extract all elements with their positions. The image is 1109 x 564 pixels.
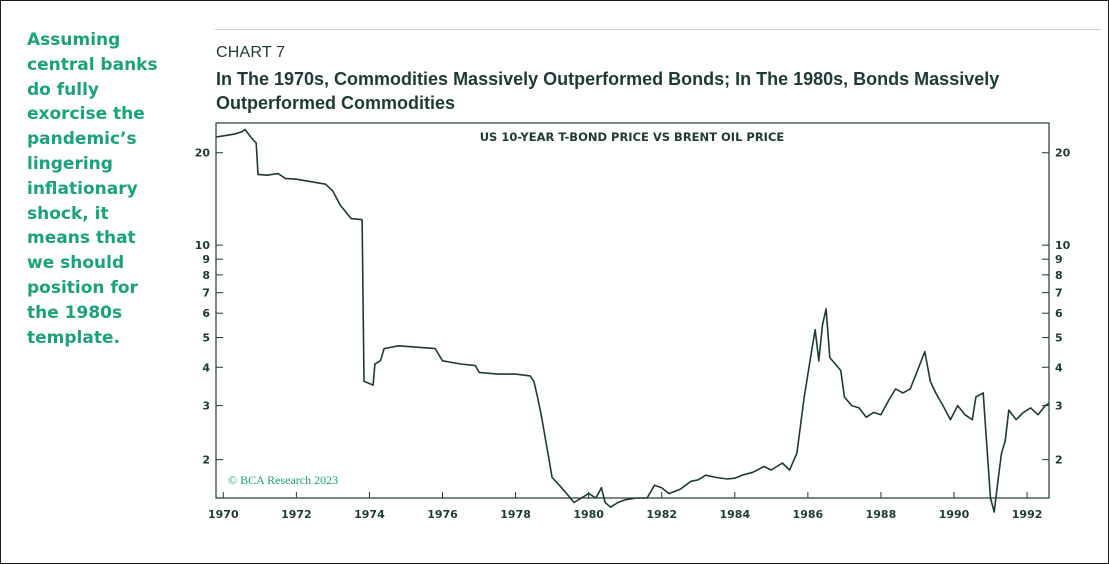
y-tick-label-left: 20	[195, 147, 211, 160]
x-tick-label: 1976	[427, 508, 458, 521]
y-tick-label-right: 3	[1055, 400, 1063, 413]
chart-title: In The 1970s, Commodities Massively Outp…	[216, 69, 1000, 113]
x-tick-label: 1986	[793, 508, 824, 521]
y-tick-label-right: 2	[1055, 454, 1063, 467]
header-rule	[215, 29, 1101, 30]
x-tick-label: 1984	[719, 508, 750, 521]
y-tick-label-left: 4	[202, 361, 210, 374]
x-tick-label: 1978	[500, 508, 531, 521]
y-tick-label-right: 10	[1055, 239, 1071, 252]
x-tick-label: 1972	[281, 508, 312, 521]
y-tick-label-right: 4	[1055, 361, 1063, 374]
y-tick-label-left: 7	[202, 287, 210, 300]
x-tick-label: 1988	[866, 508, 897, 521]
x-tick-label: 1990	[939, 508, 970, 521]
plot-border	[215, 122, 1050, 499]
inner-chart-title: US 10-YEAR T-BOND PRICE VS BRENT OIL PRI…	[480, 130, 785, 144]
y-tick-label-left: 3	[202, 400, 210, 413]
x-tick-label: 1992	[1012, 508, 1043, 521]
y-tick-label-left: 9	[202, 253, 210, 266]
x-tick-label: 1974	[354, 508, 385, 521]
series-line	[215, 128, 1050, 513]
y-tick-label-right: 20	[1055, 147, 1071, 160]
x-tick-label: 1980	[573, 508, 604, 521]
y-tick-label-right: 7	[1055, 287, 1063, 300]
y-tick-label-right: 9	[1055, 253, 1063, 266]
x-tick-label: 1970	[208, 508, 239, 521]
y-tick-label-right: 5	[1055, 332, 1063, 345]
y-tick-label-right: 8	[1055, 269, 1063, 282]
bca-watermark: © BCA Research 2023	[228, 473, 338, 487]
sidebar-commentary: Assuming central banks do fully exorcise…	[27, 30, 158, 348]
y-tick-label-left: 6	[202, 307, 210, 320]
x-tick-label: 1982	[646, 508, 677, 521]
y-tick-label-left: 8	[202, 269, 210, 282]
y-tick-label-right: 6	[1055, 307, 1063, 320]
chart-number: CHART 7	[216, 44, 286, 61]
y-tick-label-left: 10	[195, 239, 211, 252]
y-tick-label-left: 2	[202, 454, 210, 467]
y-tick-label-left: 5	[202, 332, 210, 345]
